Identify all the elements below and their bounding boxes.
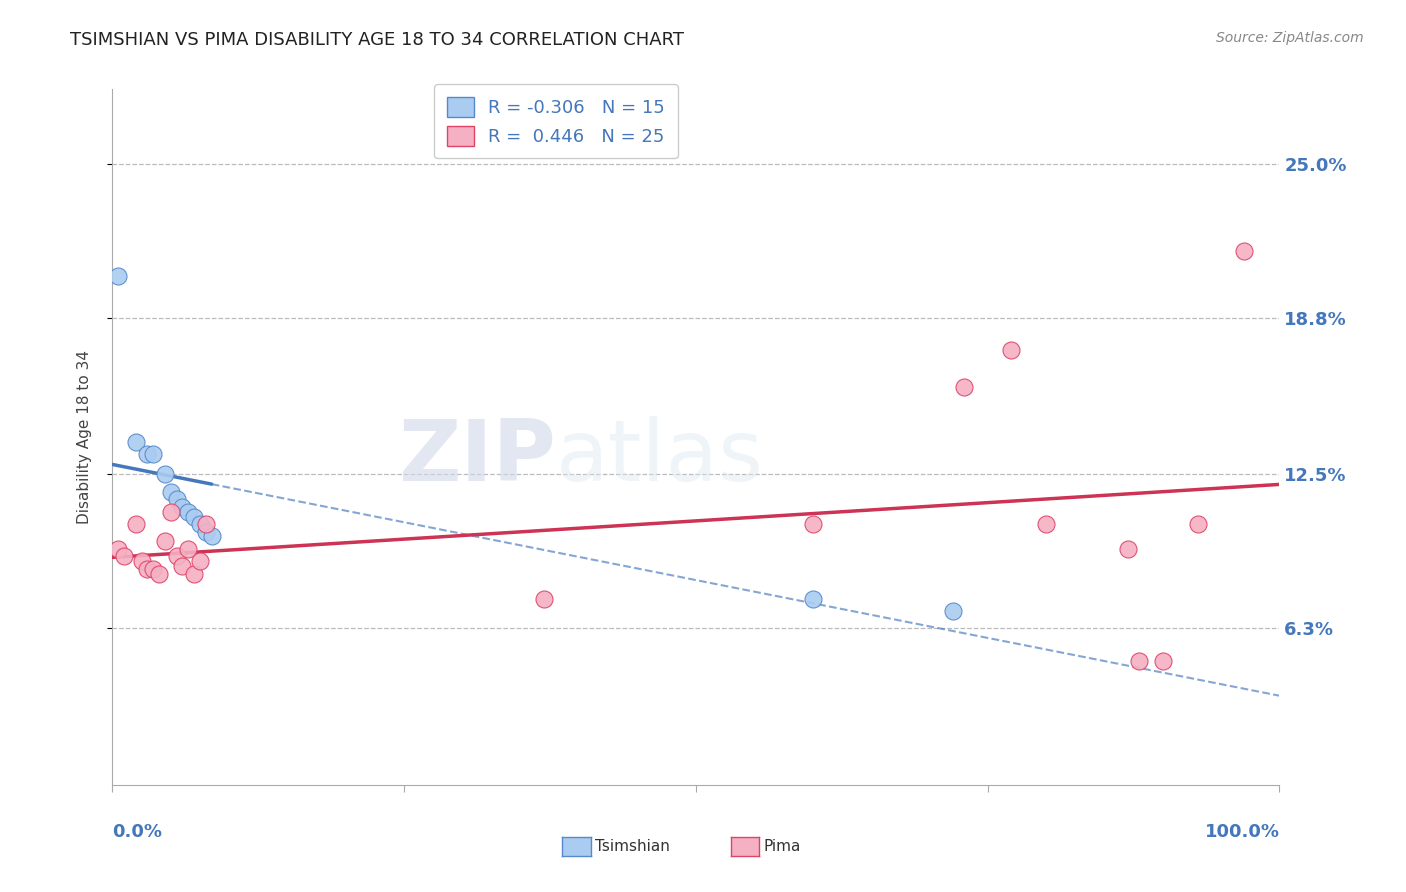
Point [201, 529, 224, 543]
Point [953, 380, 976, 394]
Point [801, 516, 824, 531]
Point [188, 516, 211, 531]
Point [1116, 541, 1139, 556]
Point [801, 591, 824, 606]
Point [1035, 516, 1057, 531]
Point [153, 534, 176, 549]
Point [194, 516, 217, 531]
Text: Pima: Pima [763, 839, 801, 854]
Point [533, 591, 555, 606]
Point [194, 524, 217, 539]
Point [125, 435, 148, 450]
Point [188, 554, 211, 568]
Point [166, 549, 188, 564]
Y-axis label: Disability Age 18 to 34: Disability Age 18 to 34 [77, 350, 91, 524]
Point [136, 562, 159, 576]
Point [1000, 343, 1022, 357]
Text: ZIP: ZIP [398, 417, 555, 500]
Point [172, 500, 194, 514]
Point [125, 516, 148, 531]
Point [136, 447, 159, 462]
Point [142, 447, 165, 462]
Text: atlas: atlas [555, 417, 763, 500]
Text: Tsimshian: Tsimshian [595, 839, 669, 854]
Point [142, 562, 165, 576]
Point [177, 541, 200, 556]
Point [1187, 516, 1209, 531]
Legend: R = -0.306   N = 15, R =  0.446   N = 25: R = -0.306 N = 15, R = 0.446 N = 25 [434, 85, 678, 159]
Point [1233, 244, 1256, 258]
Text: 0.0%: 0.0% [112, 823, 163, 841]
Point [112, 549, 135, 564]
Point [160, 505, 183, 519]
Point [131, 554, 153, 568]
Point [148, 566, 170, 581]
Text: 100.0%: 100.0% [1205, 823, 1279, 841]
Text: TSIMSHIAN VS PIMA DISABILITY AGE 18 TO 34 CORRELATION CHART: TSIMSHIAN VS PIMA DISABILITY AGE 18 TO 3… [70, 31, 685, 49]
Point [1152, 654, 1174, 668]
Point [107, 268, 129, 283]
Point [160, 484, 183, 499]
Point [183, 566, 205, 581]
Point [153, 467, 176, 482]
Point [1128, 654, 1150, 668]
Point [183, 509, 205, 524]
Point [107, 541, 129, 556]
Point [172, 559, 194, 574]
Text: Source: ZipAtlas.com: Source: ZipAtlas.com [1216, 31, 1364, 45]
Point [177, 505, 200, 519]
Point [166, 492, 188, 507]
Point [942, 604, 965, 618]
